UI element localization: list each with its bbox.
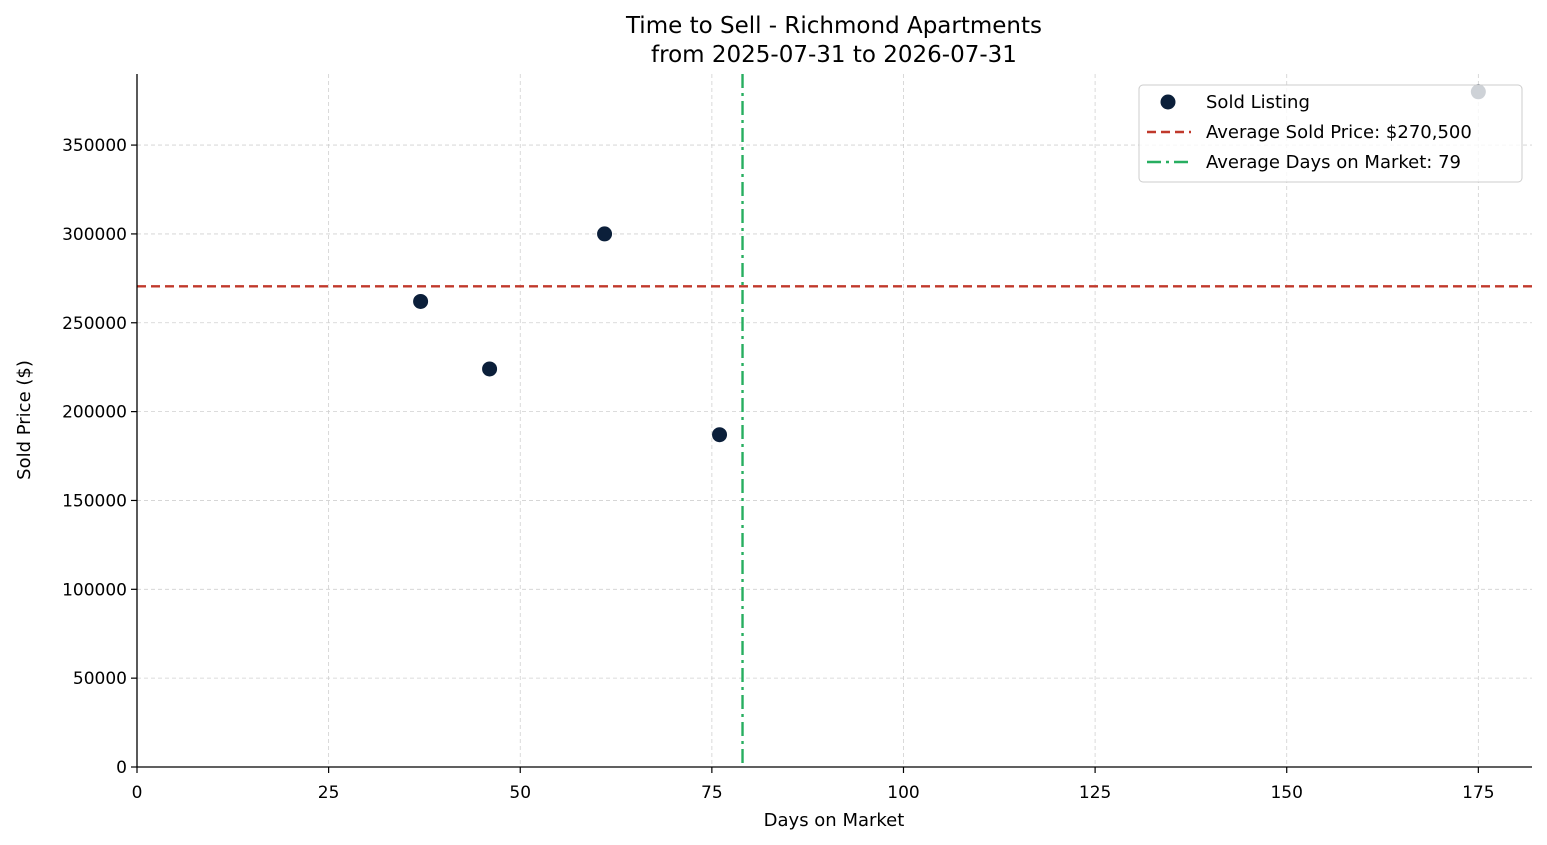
x-tick-label: 125 xyxy=(1079,783,1111,803)
legend-label: Average Days on Market: 79 xyxy=(1206,152,1461,173)
legend: Sold Listing Average Sold Price: $270,500… xyxy=(1138,84,1523,183)
axes xyxy=(131,74,1532,773)
chart-title-line1: Time to Sell - Richmond Apartments xyxy=(625,13,1042,39)
x-tick-label: 150 xyxy=(1270,783,1302,803)
legend-label: Average Sold Price: $270,500 xyxy=(1206,122,1472,143)
y-tick-label: 150000 xyxy=(62,491,127,511)
tick-labels: 0 25 50 75 100 125 150 175 0 50000 100000 150000 200… xyxy=(62,136,1494,803)
x-tick-label: 75 xyxy=(701,783,723,803)
reference-lines xyxy=(137,74,1532,767)
y-tick-label: 100000 xyxy=(62,580,127,600)
y-tick-label: 200000 xyxy=(62,403,127,423)
y-tick-label: 300000 xyxy=(62,225,127,245)
y-tick-label: 250000 xyxy=(62,314,127,334)
y-axis-label: Sold Price ($) xyxy=(14,360,35,480)
x-tick-label: 50 xyxy=(509,783,531,803)
x-axis-label: Days on Market xyxy=(764,810,905,831)
chart-title-line2: from 2025-07-31 to 2026-07-31 xyxy=(651,42,1017,68)
y-tick-label: 50000 xyxy=(73,669,127,689)
sold-listing-point xyxy=(597,226,613,242)
sold-listing-point xyxy=(712,427,728,443)
legend-box xyxy=(1138,84,1523,183)
legend-marker-sold-listing xyxy=(1160,94,1176,110)
x-tick-label: 175 xyxy=(1462,783,1494,803)
legend-label: Sold Listing xyxy=(1206,92,1310,113)
x-tick-label: 100 xyxy=(887,783,919,803)
y-tick-label: 0 xyxy=(116,758,127,778)
x-tick-label: 25 xyxy=(318,783,340,803)
x-tick-label: 0 xyxy=(132,783,143,803)
sold-listing-point xyxy=(413,293,429,309)
y-tick-label: 350000 xyxy=(62,136,127,156)
sold-listing-point xyxy=(482,361,498,377)
